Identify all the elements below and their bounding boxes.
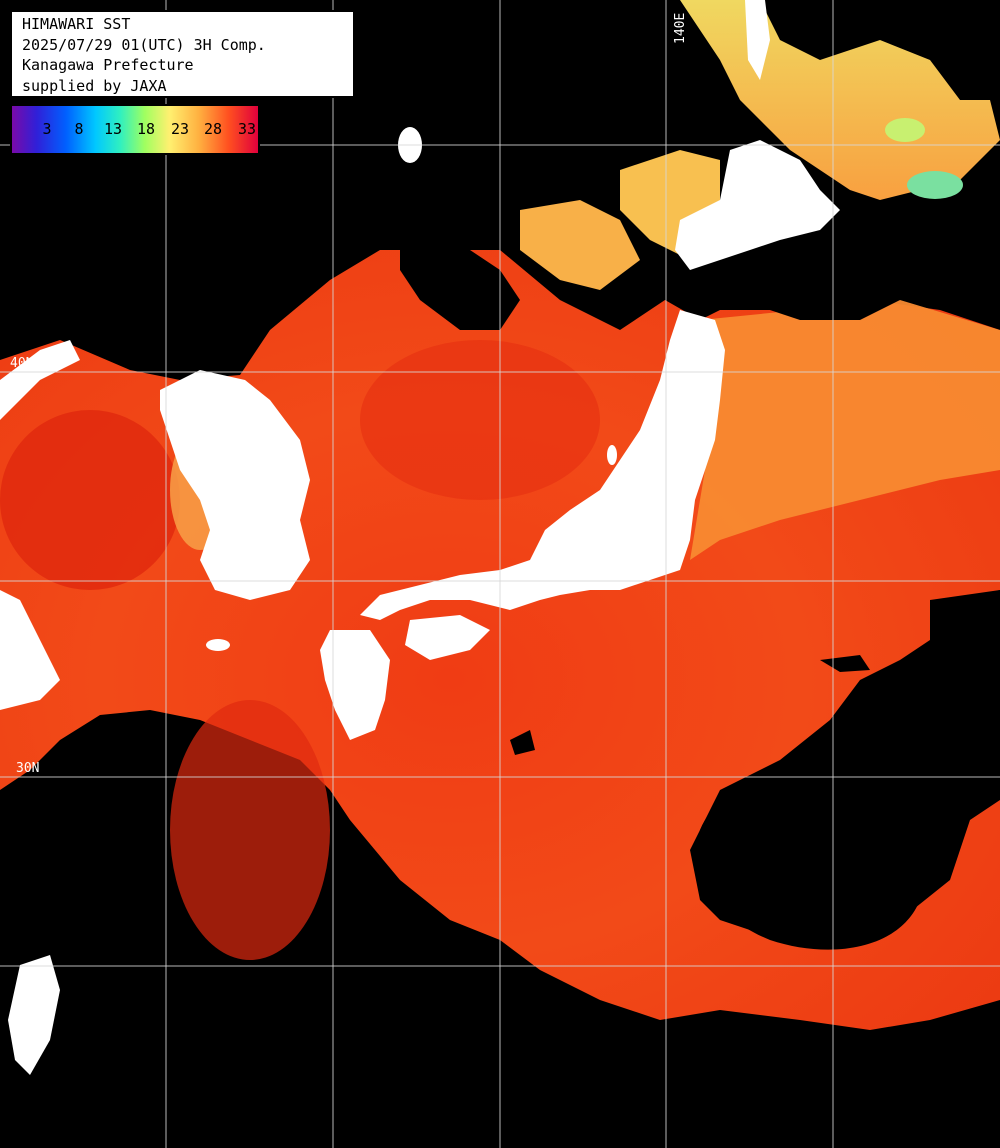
cloud-cover xyxy=(698,780,922,950)
cloud-cover xyxy=(400,240,520,330)
scale-tick-label: 33 xyxy=(237,120,257,138)
scale-tick-label: 18 xyxy=(136,120,156,138)
cloud-cover xyxy=(510,730,535,755)
land-sakhalin xyxy=(745,0,770,80)
grid-label-30n: 30N xyxy=(16,761,39,776)
info-box: HIMAWARI SST 2025/07/29 01(UTC) 3H Comp.… xyxy=(10,10,355,98)
scale-tick-label: 8 xyxy=(74,120,84,138)
very-cold-patch xyxy=(907,171,963,199)
land-honshu xyxy=(360,310,725,620)
hot-sea-zone xyxy=(0,410,180,590)
product-title: HIMAWARI SST xyxy=(22,15,131,33)
land-shikoku xyxy=(405,615,490,660)
land-taiwan xyxy=(8,955,60,1075)
cold-sea-region xyxy=(520,200,640,290)
scale-tick-label: 28 xyxy=(203,120,223,138)
hot-sea-zone xyxy=(170,700,330,960)
cloud-cover xyxy=(720,230,900,320)
land-hokkaido xyxy=(675,140,840,270)
color-scale-labels: 3 8 13 18 23 28 33 xyxy=(12,120,258,140)
grid-label-140e: 140E xyxy=(673,13,688,44)
very-cold-patch xyxy=(885,118,925,142)
region-label: Kanagawa Prefecture xyxy=(22,56,194,74)
land-korea xyxy=(160,370,310,600)
hot-sea-zone xyxy=(360,340,600,500)
cloud-cover xyxy=(930,590,1000,800)
cool-sea-region xyxy=(690,300,1000,560)
timestamp-label: 2025/07/29 01(UTC) 3H Comp. xyxy=(22,35,266,54)
land-china-coast xyxy=(0,590,60,710)
land-island xyxy=(607,445,617,465)
land-china-coast xyxy=(0,340,80,420)
grid-label-40n: 40N xyxy=(10,356,33,371)
scale-tick-label: 13 xyxy=(103,120,123,138)
attribution-label: supplied by JAXA xyxy=(22,76,167,95)
land-kyushu xyxy=(320,630,390,740)
scale-tick-label: 3 xyxy=(42,120,52,138)
scale-tick-label: 23 xyxy=(170,120,190,138)
temperature-color-scale: 3 8 13 18 23 28 33 xyxy=(10,104,260,155)
land-island xyxy=(206,639,230,651)
